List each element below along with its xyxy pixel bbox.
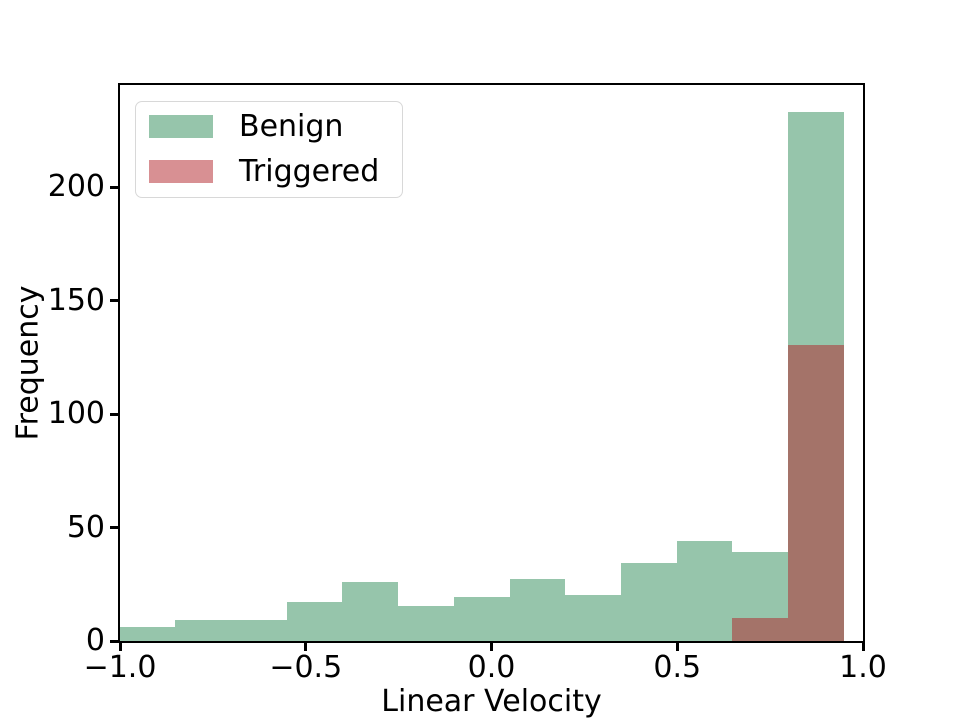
bar-benign-bin0 xyxy=(119,626,176,641)
x-tick-label-1: −0.5 xyxy=(269,650,343,685)
bar-benign-bin1 xyxy=(175,620,231,641)
legend-label-benign: Benign xyxy=(239,109,344,144)
legend-entry-triggered: Triggered xyxy=(149,154,380,189)
bar-benign-bin6 xyxy=(453,597,510,641)
x-tick-label-0: −1.0 xyxy=(83,650,157,685)
y-axis-label: Frequency xyxy=(10,285,46,441)
bar-benign-bin8 xyxy=(565,595,622,641)
y-tick-label-2: 100 xyxy=(47,396,105,432)
x-tick-label-2: 0.0 xyxy=(467,650,516,685)
y-tick-4 xyxy=(110,185,119,189)
bar-benign-bin4 xyxy=(342,581,399,641)
bar-benign-bin9 xyxy=(621,563,677,641)
y-tick-3 xyxy=(110,299,119,303)
bar-benign-bin5 xyxy=(398,606,454,641)
bar-triggered-bin11 xyxy=(732,617,789,641)
x-tick-0 xyxy=(118,642,122,651)
bar-triggered-bin12 xyxy=(788,345,844,641)
x-tick-2 xyxy=(490,642,493,651)
y-tick-1 xyxy=(110,526,119,530)
x-tick-1 xyxy=(304,642,308,651)
x-axis-label: Linear Velocity xyxy=(381,684,602,719)
legend-label-triggered: Triggered xyxy=(239,154,380,189)
x-tick-3 xyxy=(675,642,679,651)
y-tick-label-0: 0 xyxy=(85,623,105,658)
y-tick-2 xyxy=(110,412,119,416)
y-tick-label-4: 200 xyxy=(47,169,105,205)
legend-swatch-benign xyxy=(149,115,213,138)
bar-benign-bin7 xyxy=(509,579,566,641)
bar-benign-bin10 xyxy=(676,540,733,641)
plot-area xyxy=(117,82,865,643)
legend-swatch-triggered xyxy=(149,160,213,183)
x-tick-label-4: 1.0 xyxy=(839,650,887,685)
bar-benign-bin3 xyxy=(286,601,343,641)
y-tick-label-1: 50 xyxy=(66,509,105,545)
bar-benign-bin2 xyxy=(230,620,287,641)
x-tick-label-3: 0.5 xyxy=(653,650,702,685)
y-tick-label-3: 150 xyxy=(47,282,105,318)
legend-entry-benign: Benign xyxy=(149,109,344,144)
x-tick-4 xyxy=(861,642,865,651)
y-tick-0 xyxy=(110,639,119,643)
bars-layer xyxy=(119,85,863,641)
legend-box: Benign Triggered xyxy=(135,101,403,198)
